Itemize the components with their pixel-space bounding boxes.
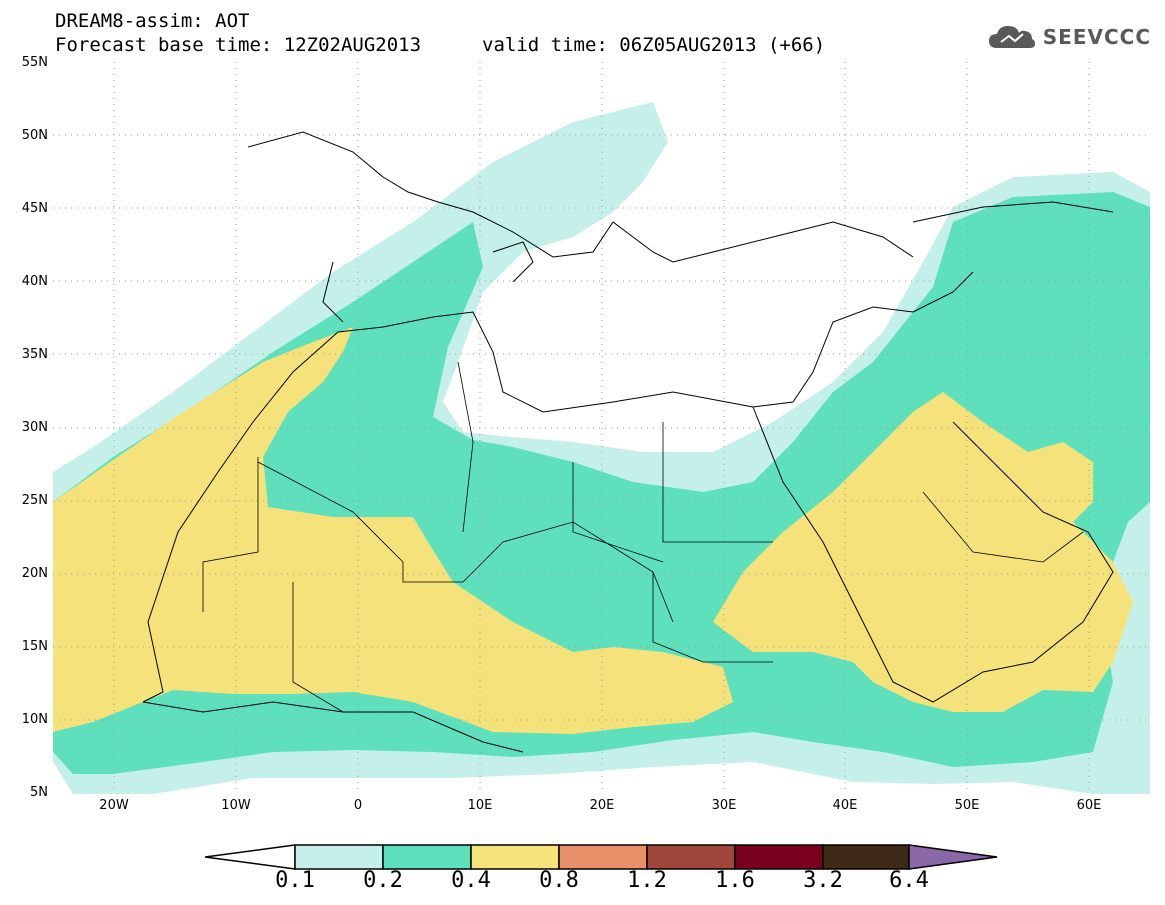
colorbar-swatch: [558, 844, 648, 870]
lon-label: 30E: [711, 798, 737, 813]
colorbar-under-arrow: [204, 844, 296, 870]
lon-label: 40E: [832, 798, 858, 813]
lon-label: 50E: [954, 798, 980, 813]
lon-label: 20W: [99, 798, 129, 813]
lon-label: 0: [353, 798, 363, 813]
map-panel: [53, 62, 1150, 794]
lat-label: 15N: [21, 639, 48, 654]
colorbar-level: 1.6: [715, 868, 755, 893]
colorbar-level: 0.8: [539, 868, 579, 893]
brand-logo: SEEVCCC: [987, 22, 1151, 52]
colorbar-swatch: [470, 844, 560, 870]
aot-band-0.4-0.8-east: [713, 392, 1133, 712]
lon-label: 10E: [467, 798, 493, 813]
colorbar-level: 1.2: [627, 868, 667, 893]
colorbar-swatch: [382, 844, 472, 870]
lon-label: 60E: [1076, 798, 1102, 813]
colorbar-level: 0.1: [275, 868, 315, 893]
country-borders: [202, 361, 1084, 713]
title-line-2: Forecast base time: 12Z02AUG2013: [55, 34, 422, 56]
lat-label: 10N: [21, 712, 48, 727]
lat-label: 45N: [21, 201, 48, 216]
colorbar-level: 0.2: [363, 868, 403, 893]
lon-label: 20E: [589, 798, 615, 813]
title-line-1: DREAM8-assim: AOT: [55, 10, 250, 32]
coastlines: [142, 131, 1114, 753]
cloud-icon: [988, 26, 1035, 48]
colorbar-swatch: [646, 844, 736, 870]
colorbar-swatch: [734, 844, 824, 870]
lat-label: 25N: [21, 493, 48, 508]
colorbar-level: 6.4: [889, 868, 929, 893]
lon-label: 10W: [221, 798, 251, 813]
aot-map: [53, 62, 1150, 794]
colorbar-level: 0.4: [451, 868, 491, 893]
lat-label: 30N: [21, 420, 48, 435]
lat-label: 55N: [21, 55, 48, 70]
valid-time: valid time: 06Z05AUG2013 (+66): [482, 34, 826, 56]
lat-label: 5N: [30, 785, 48, 800]
lat-label: 40N: [21, 274, 48, 289]
lat-label: 50N: [21, 128, 48, 143]
colorbar-swatch: [294, 844, 384, 870]
brand-name: SEEVCCC: [1042, 25, 1151, 49]
aot-band-0.4-0.8: [53, 327, 733, 734]
grid-lines: [53, 62, 1150, 794]
colorbar-level: 3.2: [803, 868, 843, 893]
lat-label: 20N: [21, 566, 48, 581]
lat-label: 35N: [21, 347, 48, 362]
colorbar-svg: [204, 844, 998, 870]
colorbar-over-arrow: [908, 844, 998, 870]
colorbar: [204, 843, 1000, 871]
colorbar-swatch: [822, 844, 910, 870]
